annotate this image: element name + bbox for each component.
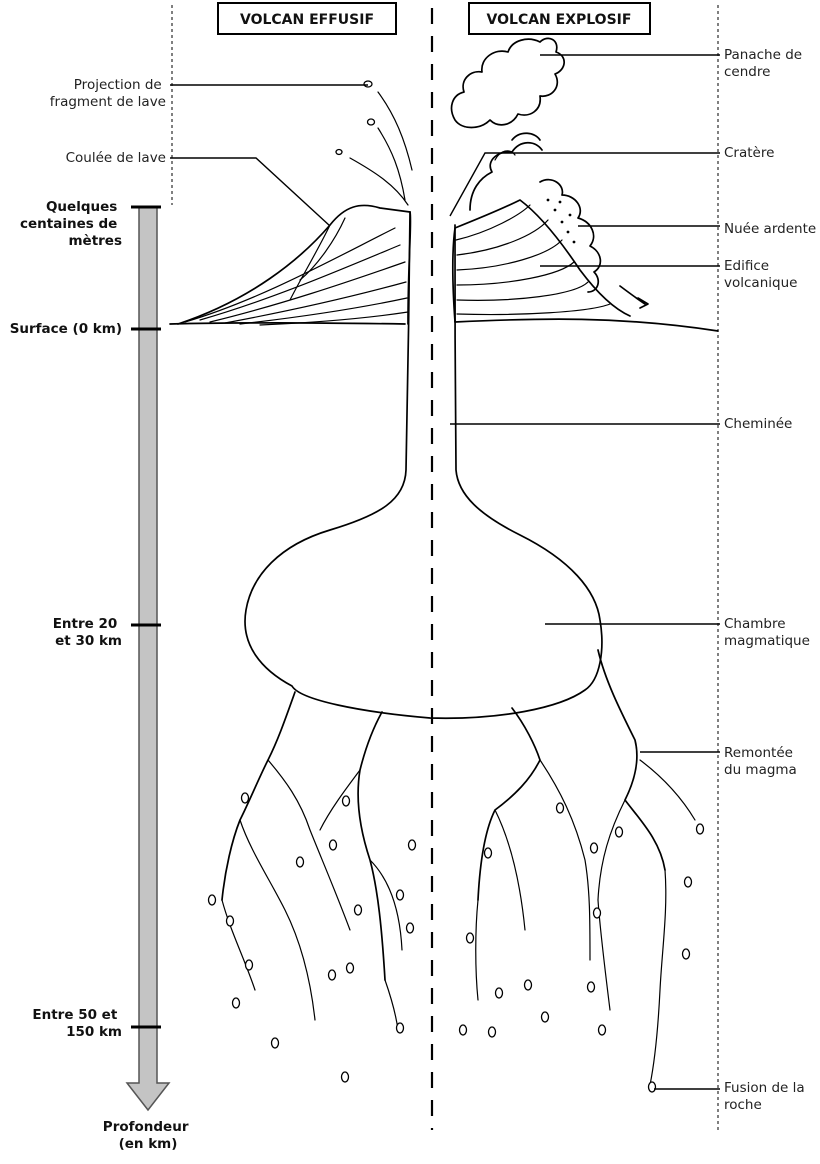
- scale-label-hundreds-meters: Quelques centaines de mètres: [20, 199, 122, 249]
- scale-label-50-150km: Entre 50 et 150 km: [32, 1007, 122, 1040]
- depth-axis-label: Profondeur (en km): [103, 1119, 193, 1152]
- label-projection: Projection de fragment de lave: [50, 77, 166, 110]
- header-explosive-text: VOLCAN EXPLOSIF: [487, 12, 632, 28]
- label-magma-rise: Remontée du magma: [724, 745, 797, 778]
- effusive-edifice: [177, 204, 412, 326]
- label-magma-chamber: Chambre magmatique: [724, 616, 810, 649]
- leader-lines: [170, 54, 720, 1090]
- header-effusive-text: VOLCAN EFFUSIF: [240, 12, 374, 28]
- label-pyroclastic-flow: Nuée ardente: [724, 221, 816, 237]
- magma-veins: [221, 649, 696, 1086]
- scale-label-surface: Surface (0 km): [10, 321, 122, 337]
- label-crater: Cratère: [724, 145, 774, 161]
- label-chimney: Cheminée: [724, 416, 792, 432]
- scale-label-20-30km: Entre 20 et 30 km: [53, 616, 122, 649]
- explosive-edifice: [451, 199, 649, 323]
- melt-droplets: [207, 792, 705, 1093]
- lava-projections: [335, 80, 413, 206]
- header-explosive: VOLCAN EXPLOSIF: [468, 2, 651, 35]
- header-effusive: VOLCAN EFFUSIF: [217, 2, 397, 35]
- chimney: [244, 209, 603, 720]
- label-ash-plume: Panache de cendre: [724, 47, 806, 80]
- depth-scale-bar: [125, 205, 171, 1112]
- label-lava-flow: Coulée de lave: [66, 150, 166, 166]
- ground-surface-right: [454, 318, 719, 332]
- label-rock-melting: Fusion de la roche: [724, 1080, 809, 1113]
- label-volcanic-edifice: Edifice volcanique: [724, 258, 797, 291]
- ash-plume: [450, 37, 602, 293]
